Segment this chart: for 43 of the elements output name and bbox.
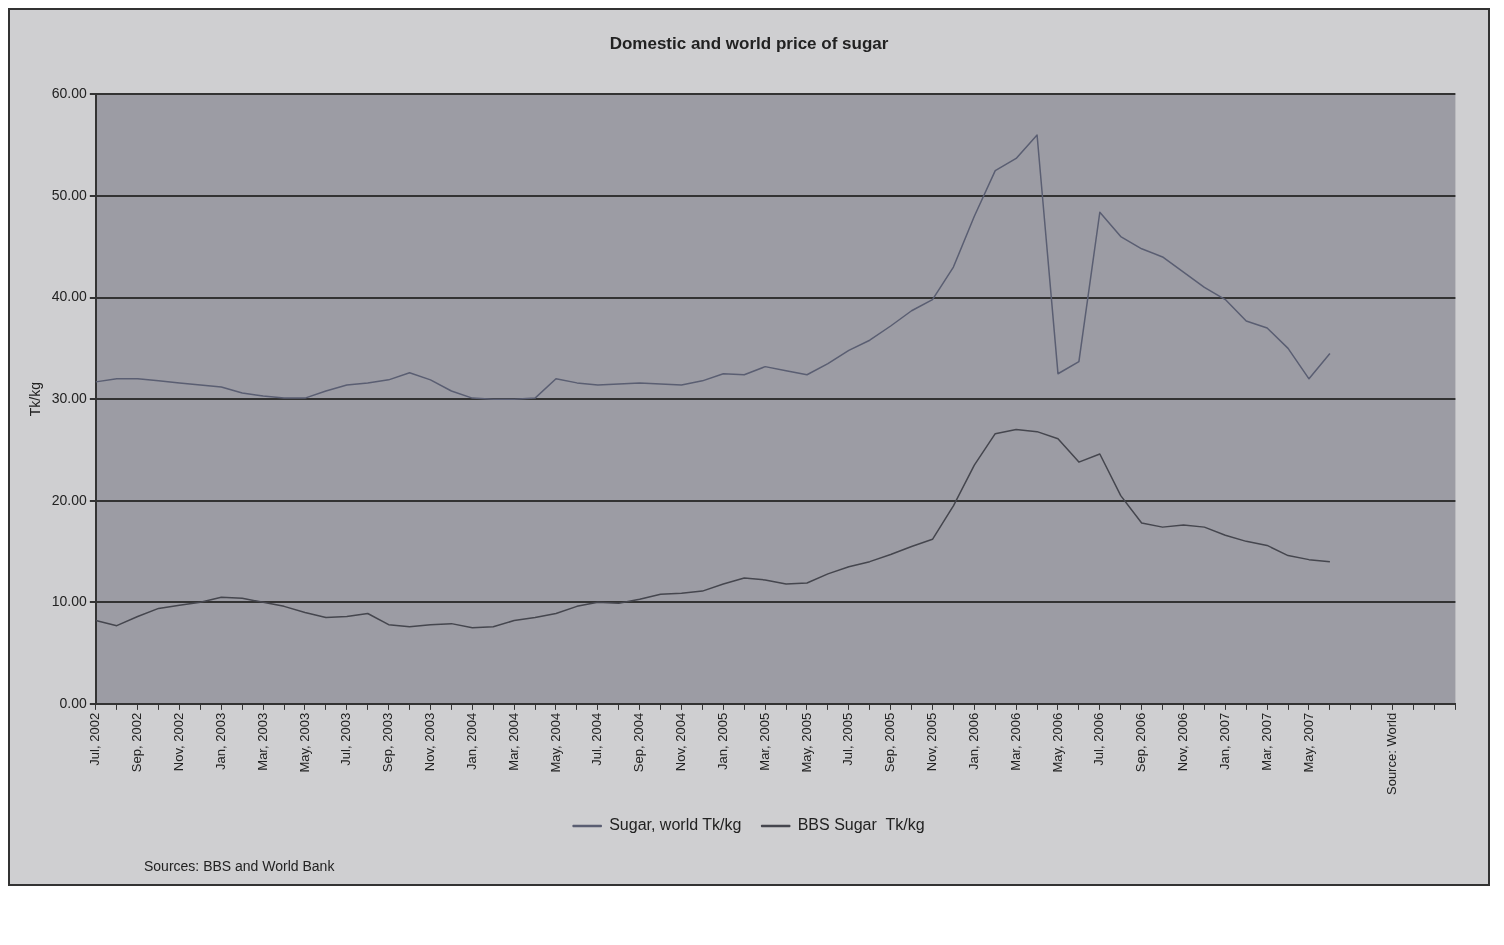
- y-tick-label: 30.00: [51, 390, 88, 406]
- x-tick-label: Mar, 2003: [254, 712, 270, 771]
- x-tick-label: Sep, 2002: [129, 712, 145, 773]
- x-tick-label: May, 2006: [1049, 712, 1065, 773]
- x-tick-label: Jan, 2006: [965, 712, 981, 770]
- x-tick-label: Jan, 2004: [463, 712, 479, 770]
- x-tick-label: May, 2005: [798, 712, 814, 773]
- legend-label: BBS Sugar Tk/kg: [797, 816, 925, 834]
- x-tick-label: Mar, 2004: [505, 712, 521, 771]
- source-note: Sources: BBS and World Bank: [143, 857, 336, 876]
- x-tick-label: May, 2003: [296, 712, 312, 773]
- x-tick-label: Sep, 2004: [631, 712, 647, 773]
- y-tick-label: 50.00: [51, 186, 88, 203]
- x-tick-label: Nov, 2003: [422, 712, 438, 772]
- x-tick-label: Nov, 2004: [673, 712, 689, 772]
- x-tick-label: Jul, 2006: [1091, 712, 1107, 766]
- x-tick-label: May, 2007: [1300, 712, 1316, 773]
- x-tick-label: Mar, 2005: [756, 712, 772, 771]
- x-tick-label: Nov, 2002: [171, 712, 187, 772]
- x-tick-label: Jul, 2003: [338, 712, 354, 766]
- x-tick-label: Nov, 2006: [1175, 712, 1191, 772]
- x-tick-label: Mar, 2006: [1007, 712, 1023, 771]
- y-tick-label: 40.00: [51, 288, 88, 305]
- x-tick-label: Sep, 2005: [882, 712, 898, 773]
- x-tick-label: Jan, 2005: [714, 712, 730, 770]
- y-tick-label: 10.00: [51, 593, 88, 610]
- y-axis-title: Tk/kg: [27, 382, 44, 417]
- legend-label: Sugar, world Tk/kg: [609, 816, 742, 834]
- x-tick-label: Nov, 2005: [924, 712, 940, 772]
- chart-title: Domestic and world price of sugar: [609, 33, 889, 53]
- x-tick-label: Sep, 2003: [380, 712, 396, 773]
- x-tick-label: Jul, 2002: [87, 712, 103, 766]
- x-tick-label: Jul, 2004: [589, 712, 605, 766]
- y-tick-label: 60.00: [51, 85, 88, 102]
- x-tick-label: Jan, 2003: [212, 712, 228, 770]
- x-tick-label: Mar, 2007: [1258, 712, 1274, 771]
- x-tick-label: May, 2004: [547, 712, 563, 773]
- y-tick-label: 0.00: [59, 694, 88, 711]
- x-tick-label: Jan, 2007: [1216, 712, 1232, 770]
- x-tick-label: Source: World: [1384, 712, 1400, 796]
- y-tick-label: 20.00: [51, 491, 88, 508]
- x-tick-label: Sep, 2006: [1133, 712, 1149, 773]
- x-tick-label: Jul, 2005: [840, 712, 856, 766]
